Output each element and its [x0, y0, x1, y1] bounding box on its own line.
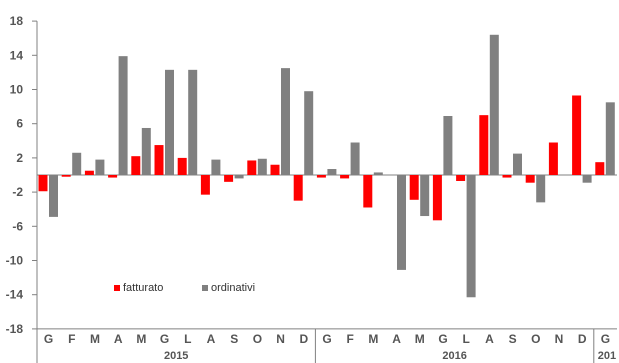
- bar-ordinativi: [397, 175, 406, 270]
- bar-fatturato: [317, 175, 326, 178]
- x-tick-label: D: [578, 332, 587, 346]
- x-tick-label: A: [207, 332, 216, 346]
- y-tick-label: -14: [6, 288, 24, 302]
- bar-fatturato: [410, 175, 419, 200]
- year-label: 2015: [164, 350, 188, 362]
- y-tick-label: 14: [10, 48, 24, 62]
- bar-fatturato: [39, 175, 48, 191]
- bar-ordinativi: [235, 175, 244, 178]
- bar-ordinativi: [420, 175, 429, 216]
- x-tick-label: G: [160, 332, 169, 346]
- x-tick-label: N: [555, 332, 564, 346]
- x-tick-label: S: [230, 332, 238, 346]
- bar-fatturato: [340, 175, 349, 178]
- bar-ordinativi: [304, 91, 313, 175]
- bar-fatturato: [526, 175, 535, 183]
- bar-ordinativi: [72, 153, 81, 175]
- bar-ordinativi: [536, 175, 545, 202]
- x-tick-label: O: [531, 332, 540, 346]
- bar-fatturato: [271, 165, 280, 175]
- y-tick-label: -6: [12, 219, 23, 233]
- x-tick-label: L: [184, 332, 191, 346]
- x-tick-label: S: [509, 332, 517, 346]
- x-tick-label: N: [276, 332, 285, 346]
- bar-ordinativi: [188, 70, 197, 175]
- y-tick-label: -2: [12, 185, 23, 199]
- y-tick-label: 2: [16, 151, 23, 165]
- bar-fatturato: [549, 143, 558, 175]
- y-tick-label: 10: [10, 83, 24, 97]
- bar-ordinativi: [142, 128, 151, 175]
- x-tick-label: D: [299, 332, 308, 346]
- bar-fatturato: [247, 160, 256, 175]
- bar-ordinativi: [490, 35, 499, 175]
- legend-swatch-ordinativi: [202, 285, 208, 291]
- y-tick-label: -18: [6, 322, 24, 336]
- bar-fatturato: [155, 145, 164, 175]
- x-tick-label: M: [415, 332, 425, 346]
- bar-fatturato: [201, 175, 210, 195]
- bar-ordinativi: [258, 159, 267, 175]
- bar-fatturato: [108, 175, 117, 178]
- bar-ordinativi: [606, 102, 615, 175]
- bar-fatturato: [479, 115, 488, 175]
- bar-ordinativi: [374, 172, 383, 175]
- x-tick-label: M: [136, 332, 146, 346]
- bar-fatturato: [456, 175, 465, 181]
- legend-label-ordinativi: ordinativi: [211, 282, 255, 294]
- x-tick-label: M: [368, 332, 378, 346]
- bar-fatturato: [294, 175, 303, 201]
- bar-ordinativi: [119, 56, 128, 175]
- legend-label-fatturato: fatturato: [123, 282, 163, 294]
- legend: fatturato ordinativi: [114, 282, 255, 294]
- x-tick-label: M: [90, 332, 100, 346]
- bar-ordinativi: [467, 175, 476, 297]
- bar-ordinativi: [211, 160, 220, 175]
- bar-ordinativi: [351, 143, 360, 175]
- x-tick-label: L: [463, 332, 470, 346]
- x-tick-label: F: [68, 332, 75, 346]
- x-tick-label: G: [322, 332, 331, 346]
- x-tick-label: G: [601, 332, 610, 346]
- bar-fatturato: [224, 175, 233, 182]
- x-tick-label: A: [392, 332, 401, 346]
- y-tick-label: 18: [10, 14, 24, 28]
- bar-fatturato: [503, 175, 512, 178]
- bar-fatturato: [131, 156, 140, 175]
- year-label: 201: [598, 350, 616, 362]
- bar-ordinativi: [327, 169, 336, 175]
- bar-fatturato: [178, 158, 187, 175]
- bar-fatturato: [433, 175, 442, 220]
- bar-ordinativi: [583, 175, 592, 183]
- bar-ordinativi: [165, 70, 174, 175]
- x-tick-label: A: [114, 332, 123, 346]
- bar-fatturato: [62, 175, 71, 177]
- bar-fatturato: [363, 175, 372, 207]
- bar-ordinativi: [49, 175, 58, 217]
- bar-ordinativi: [443, 116, 452, 175]
- bar-fatturato: [85, 171, 94, 175]
- year-label: 2016: [442, 350, 466, 362]
- bars: [39, 35, 615, 297]
- bar-fatturato: [572, 95, 581, 175]
- bar-ordinativi: [513, 154, 522, 175]
- x-tick-label: G: [438, 332, 447, 346]
- bar-fatturato: [595, 162, 604, 175]
- x-tick-label: G: [44, 332, 53, 346]
- bar-ordinativi: [95, 160, 104, 175]
- y-tick-label: 6: [16, 117, 23, 131]
- legend-swatch-fatturato: [114, 285, 120, 291]
- x-tick-label: A: [485, 332, 494, 346]
- x-tick-label: F: [347, 332, 354, 346]
- x-tick-label: O: [253, 332, 262, 346]
- y-tick-label: -10: [6, 254, 24, 268]
- bar-ordinativi: [281, 68, 290, 175]
